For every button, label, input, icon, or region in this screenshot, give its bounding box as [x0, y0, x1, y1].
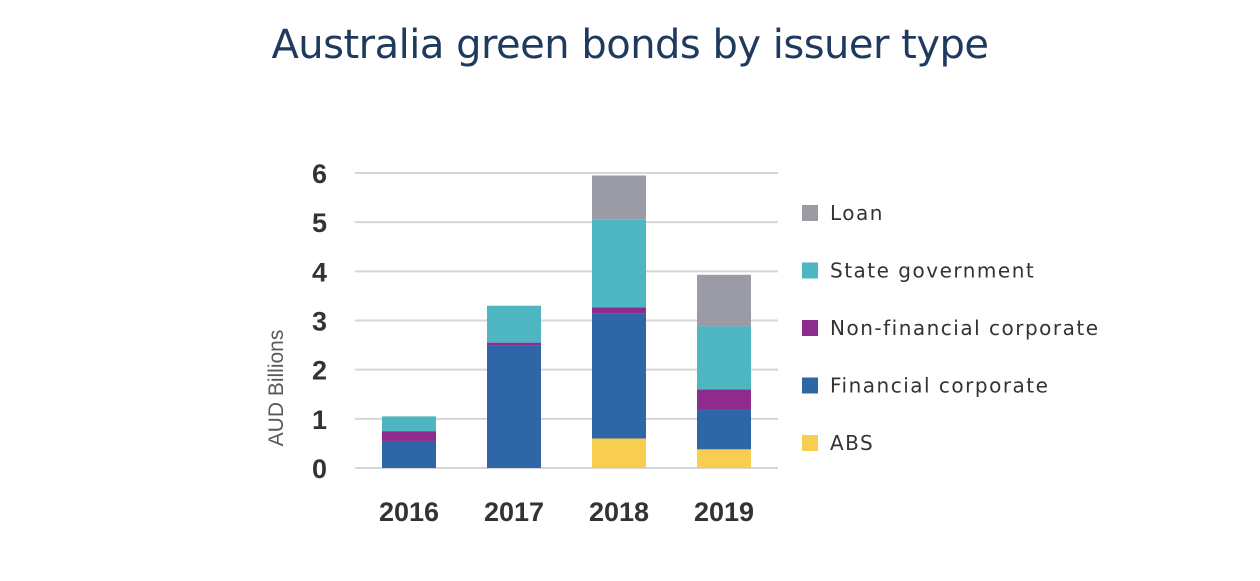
- x-tick-label: 2016: [379, 497, 439, 527]
- y-tick-label: 5: [312, 208, 327, 238]
- y-tick-label: 0: [312, 454, 327, 484]
- legend: Loan State government Non-financial corpor…: [802, 201, 1100, 455]
- bar-segment-state-government-2019: [697, 326, 751, 390]
- bar-segment-non-financial-corporate-2018: [592, 307, 646, 314]
- x-axis-ticks: 2016 2017 2018 2019: [379, 497, 754, 527]
- legend-label: State government: [830, 259, 1035, 283]
- bar-segment-financial-corporate-2017: [487, 345, 541, 468]
- y-axis-label: AUD Billions: [265, 330, 288, 447]
- legend-swatch: [802, 435, 818, 451]
- legend-label: Loan: [830, 201, 884, 225]
- bar-segment-financial-corporate-2019: [697, 409, 751, 450]
- y-axis-ticks: 0 1 2 3 4 5 6: [312, 159, 327, 484]
- bar-segment-non-financial-corporate-2019: [697, 389, 751, 409]
- bar-segment-abs-2019: [697, 449, 751, 468]
- x-tick-label: 2018: [589, 497, 649, 527]
- chart-title: Australia green bonds by issuer type: [271, 22, 989, 68]
- bars: [382, 175, 751, 468]
- legend-swatch: [802, 262, 818, 279]
- bar-segment-non-financial-corporate-2017: [487, 342, 541, 346]
- bar-segment-financial-corporate-2018: [592, 313, 646, 439]
- y-tick-label: 2: [312, 356, 327, 386]
- bar-segment-loan-2018: [592, 175, 646, 220]
- bar-segment-non-financial-corporate-2016: [382, 431, 436, 441]
- bar-segment-financial-corporate-2016: [382, 440, 436, 468]
- y-tick-label: 4: [312, 257, 327, 287]
- y-tick-label: 1: [312, 405, 327, 435]
- bar-segment-state-government-2018: [592, 219, 646, 308]
- bar-segment-abs-2018: [592, 438, 646, 468]
- bar-segment-loan-2019: [697, 274, 751, 327]
- y-tick-label: 3: [312, 307, 327, 337]
- y-tick-label: 6: [312, 159, 327, 189]
- legend-label: Financial corporate: [830, 374, 1049, 398]
- bar-segment-state-government-2017: [487, 305, 541, 343]
- legend-swatch: [802, 377, 818, 394]
- legend-swatch: [802, 205, 818, 221]
- x-tick-label: 2017: [484, 497, 544, 527]
- legend-label: Non-financial corporate: [830, 316, 1100, 340]
- bar-segment-state-government-2016: [382, 416, 436, 432]
- legend-swatch: [802, 320, 818, 336]
- legend-label: ABS: [830, 431, 874, 455]
- x-tick-label: 2019: [694, 497, 754, 527]
